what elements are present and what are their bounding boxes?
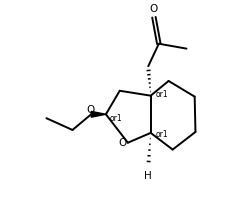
Text: O: O: [119, 138, 127, 148]
Polygon shape: [91, 111, 106, 117]
Text: or1: or1: [155, 130, 168, 139]
Text: H: H: [144, 171, 152, 181]
Text: O: O: [150, 4, 158, 14]
Text: or1: or1: [110, 114, 122, 123]
Text: O: O: [86, 105, 94, 115]
Text: or1: or1: [155, 90, 168, 99]
